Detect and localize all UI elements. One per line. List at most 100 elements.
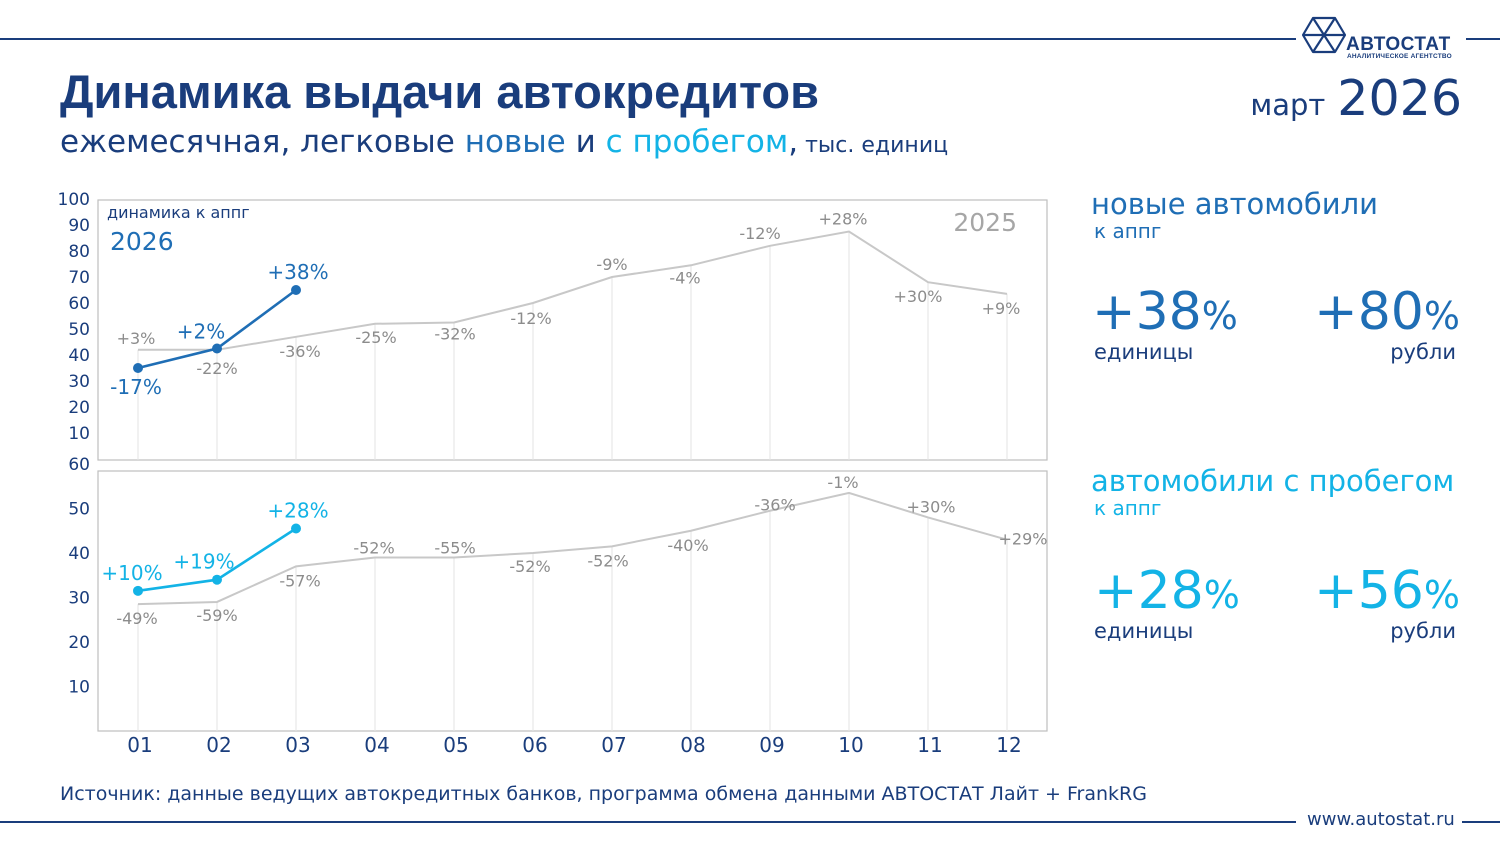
page-title: Динамика выдачи автокредитов: [60, 65, 819, 118]
used-2026-point: [212, 574, 222, 585]
x-tick-label: 04: [364, 733, 389, 757]
source-note: Источник: данные ведущих автокредитных б…: [60, 783, 1147, 805]
report-month: март: [1250, 88, 1326, 122]
logo-tagline: АНАЛИТИЧЕСКОЕ АГЕНТСТВО: [1347, 53, 1452, 60]
new-y-tick-label: 80: [68, 242, 90, 262]
new-2025-data-label: -22%: [196, 359, 237, 378]
kpi-new-sub: к аппг: [1094, 219, 1162, 243]
x-tick-label: 07: [601, 733, 626, 757]
new-y-tick-label: 60: [68, 294, 90, 314]
kpi-new-rub-value: +80%: [1314, 282, 1460, 342]
used-2025-data-label: +30%: [907, 497, 956, 516]
subtitle-new: новые: [464, 124, 566, 160]
new-2026-point: [291, 285, 301, 295]
new-2025-data-label: -4%: [669, 268, 700, 287]
x-tick-label: 05: [443, 733, 468, 757]
x-tick-label: 06: [522, 733, 547, 757]
new-2025-data-label: -12%: [739, 224, 780, 243]
new-2025-data-label: -12%: [510, 309, 551, 328]
kpi-new-units-pct: %: [1201, 294, 1238, 338]
kpi-used-rub-pct: %: [1423, 573, 1460, 617]
kpi-used-rub-value: +56%: [1314, 561, 1460, 621]
logo-name: АВТОСТАТ: [1346, 34, 1451, 55]
x-tick-label: 01: [127, 733, 152, 757]
x-tick-label: 10: [838, 733, 863, 757]
used-2025-data-label: +29%: [999, 530, 1048, 549]
new-2025-data-label: -36%: [279, 342, 320, 361]
used-chart-frame: [97, 470, 1048, 732]
used-y-tick-label: 40: [68, 544, 90, 564]
used-2025-data-label: -40%: [667, 536, 708, 555]
new-2025-data-label: -32%: [434, 325, 475, 344]
new-y-tick-label: 40: [68, 346, 90, 366]
new-series-2025-line: [138, 230, 1008, 351]
used-2025-data-label: -57%: [279, 571, 320, 590]
x-tick-label: 09: [759, 733, 784, 757]
page-subtitle: ежемесячная, легковые новые и с пробегом…: [60, 124, 948, 160]
used-2025-data-label: -49%: [116, 609, 157, 628]
new-legend-2025: 2025: [953, 208, 1017, 237]
used-y-tick-label: 50: [68, 500, 90, 520]
new-chart-frame: [97, 199, 1048, 461]
new-2025-data-label: +3%: [117, 329, 156, 348]
new-y-tick-label: 100: [58, 190, 90, 210]
subtitle-unit: тыс. единиц: [798, 133, 949, 158]
website-link[interactable]: www.autostat.ru: [1307, 809, 1455, 830]
kpi-used-sub: к аппг: [1094, 496, 1162, 520]
report-date: март 2026: [1250, 70, 1462, 127]
kpi-new-units-value: +38%: [1092, 282, 1238, 342]
kpi-used-heading: автомобили с пробегом: [1091, 464, 1455, 498]
new-y-tick-label: 90: [68, 216, 90, 236]
autostat-logo: АВТОСТАТ АНАЛИТИЧЕСКОЕ АГЕНТСТВО: [1301, 14, 1468, 62]
subtitle-mid: и: [565, 124, 606, 160]
used-2026-point: [291, 523, 301, 534]
used-2026-point: [133, 585, 143, 596]
new-2026-point: [133, 363, 143, 373]
new-2025-data-label: -25%: [355, 328, 396, 347]
new-2025-data-label: +28%: [819, 210, 868, 229]
new-chart-annotation: динамика к аппг: [107, 203, 250, 222]
kpi-new-rub-label: рубли: [1390, 340, 1456, 364]
used-y-tick-label: 10: [68, 678, 90, 698]
x-tick-label: 02: [206, 733, 231, 757]
kpi-new-heading: новые автомобили: [1091, 187, 1378, 221]
new-2025-data-label: -9%: [596, 255, 627, 274]
kpi-new-rub-pct: %: [1423, 294, 1460, 338]
kpi-used-units-pct: %: [1203, 573, 1240, 617]
logo-hexagon-icon: [1301, 16, 1347, 54]
used-2025-data-label: -52%: [509, 557, 550, 576]
kpi-new-units-label: единицы: [1094, 340, 1194, 364]
kpi-new-units-number: +38: [1092, 282, 1202, 342]
kpi-used-units-value: +28%: [1094, 561, 1240, 621]
subtitle-used: с пробегом: [605, 124, 789, 160]
new-2026-data-label: +2%: [177, 320, 226, 344]
kpi-used-units-label: единицы: [1094, 619, 1194, 643]
subtitle-part1: ежемесячная, легковые: [60, 124, 465, 160]
used-2025-data-label: -1%: [827, 473, 858, 492]
new-y-tick-label: 50: [68, 320, 90, 340]
x-tick-label: 03: [285, 733, 310, 757]
used-y-tick-label: 30: [68, 589, 90, 609]
new-y-tick-label: 70: [68, 268, 90, 288]
new-2026-point: [212, 343, 222, 354]
used-2025-data-label: -52%: [587, 551, 628, 570]
bottom-rule: [0, 821, 1296, 823]
new-legend-2026: 2026: [110, 227, 174, 256]
x-tick-label: 08: [680, 733, 705, 757]
top-rule: [0, 38, 1296, 40]
used-2025-data-label: -55%: [434, 538, 475, 557]
kpi-new-rub-number: +80: [1314, 282, 1424, 342]
kpi-used-rub-label: рубли: [1390, 619, 1456, 643]
used-2025-data-label: -52%: [353, 538, 394, 557]
used-2026-data-label: +19%: [173, 550, 234, 574]
top-rule-right: [1466, 38, 1500, 40]
new-2025-data-label: +30%: [894, 287, 943, 306]
used-series-2025-line: [137, 491, 1008, 606]
new-y-tick-label: 20: [68, 398, 90, 418]
used-2025-data-label: -36%: [754, 496, 795, 515]
new-2026-data-label: -17%: [110, 375, 162, 399]
report-year: 2026: [1337, 70, 1462, 127]
new-2025-data-label: +9%: [982, 299, 1021, 318]
new-y-tick-label: 30: [68, 372, 90, 392]
